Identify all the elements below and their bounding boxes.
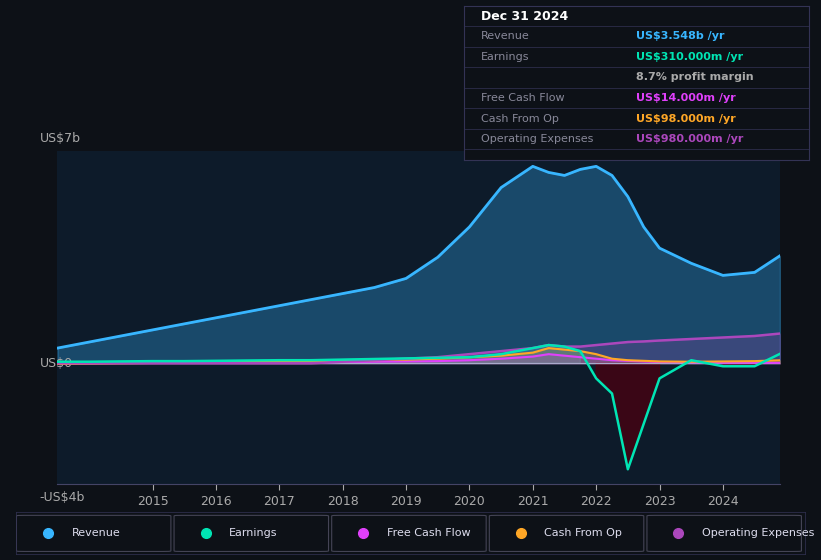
Text: 8.7% profit margin: 8.7% profit margin bbox=[636, 72, 754, 82]
Text: Dec 31 2024: Dec 31 2024 bbox=[481, 11, 568, 24]
Text: US$310.000m /yr: US$310.000m /yr bbox=[636, 52, 743, 62]
Text: US$14.000m /yr: US$14.000m /yr bbox=[636, 93, 736, 103]
Text: Cash From Op: Cash From Op bbox=[544, 529, 622, 538]
Text: US$0: US$0 bbox=[39, 357, 72, 370]
Text: Free Cash Flow: Free Cash Flow bbox=[481, 93, 565, 103]
Text: Cash From Op: Cash From Op bbox=[481, 114, 559, 124]
Text: US$3.548b /yr: US$3.548b /yr bbox=[636, 31, 725, 41]
Text: Earnings: Earnings bbox=[229, 529, 277, 538]
Text: Earnings: Earnings bbox=[481, 52, 530, 62]
Text: Revenue: Revenue bbox=[71, 529, 121, 538]
Text: Operating Expenses: Operating Expenses bbox=[481, 134, 594, 144]
Text: Free Cash Flow: Free Cash Flow bbox=[387, 529, 470, 538]
Text: -US$4b: -US$4b bbox=[39, 491, 85, 504]
Text: Operating Expenses: Operating Expenses bbox=[702, 529, 814, 538]
Text: US$98.000m /yr: US$98.000m /yr bbox=[636, 114, 736, 124]
Text: US$7b: US$7b bbox=[39, 132, 80, 144]
Text: US$980.000m /yr: US$980.000m /yr bbox=[636, 134, 744, 144]
Text: Revenue: Revenue bbox=[481, 31, 530, 41]
